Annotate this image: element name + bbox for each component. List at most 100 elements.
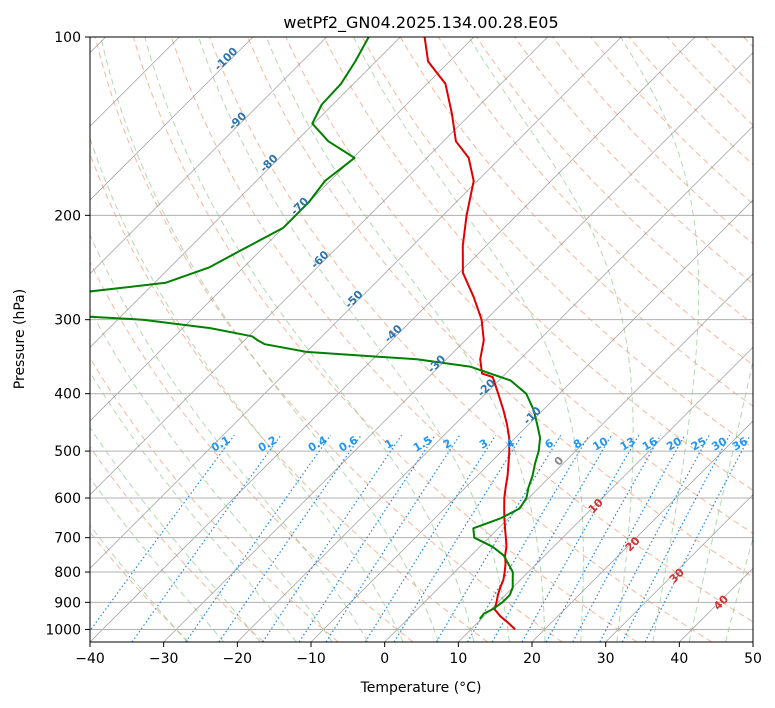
isotherm <box>384 273 753 642</box>
dry-adiabat <box>90 260 414 642</box>
isotherm <box>163 52 753 642</box>
dry-adiabat <box>90 356 339 642</box>
mixing-ratio-line <box>599 434 710 642</box>
mixing-ratio-line <box>364 434 497 642</box>
profile-line <box>90 37 542 620</box>
dry-adiabat <box>285 37 753 535</box>
moist-adiabat <box>198 37 510 642</box>
y-tick-label: 300 <box>54 313 81 329</box>
moist-adiabat <box>725 536 753 642</box>
moist-adiabat <box>90 426 261 642</box>
dry-adiabat <box>552 37 753 245</box>
x-tick-label: 0 <box>380 651 389 667</box>
chart-title: wetPf2_GN04.2025.134.00.28.E05 <box>283 13 558 33</box>
mixing-ratio-line <box>466 434 590 642</box>
y-tick-label: 100 <box>54 30 81 46</box>
isotherm <box>237 125 753 642</box>
isotherm <box>605 494 753 642</box>
moist-adiabat <box>353 37 584 642</box>
y-axis-label: Pressure (hPa) <box>12 289 28 389</box>
y-tick-label: 1000 <box>45 622 81 638</box>
dry-adiabat <box>90 531 190 642</box>
isotherm <box>90 37 475 422</box>
y-tick-label: 200 <box>54 208 81 224</box>
x-tick-label: −40 <box>75 651 105 667</box>
moist-adiabat <box>90 524 188 642</box>
y-tick-label: 400 <box>54 387 81 403</box>
isotherm <box>90 37 401 348</box>
moist-adiabat-label: 30 <box>667 566 687 586</box>
dry-adiabat <box>590 37 753 205</box>
isotherm <box>90 37 254 201</box>
mixing-ratio-line <box>521 434 640 642</box>
moist-adiabat <box>100 37 439 642</box>
isotherm-label: -70 <box>288 194 311 217</box>
mixing-ratio-label: 3 <box>477 437 490 452</box>
mixing-ratio-line <box>325 434 461 642</box>
isotherm-label: -40 <box>382 322 405 345</box>
moist-adiabat <box>620 37 700 642</box>
mixing-ratio-line <box>185 434 332 642</box>
mixing-ratio-line <box>262 434 403 642</box>
dry-adiabat <box>90 446 264 642</box>
dry-adiabat <box>209 37 753 623</box>
y-tick-label: 600 <box>54 491 81 507</box>
isotherm-label: -60 <box>308 248 331 271</box>
x-tick-label: 10 <box>449 651 467 667</box>
dry-adiabat <box>132 37 638 642</box>
x-tick-label: 50 <box>744 651 762 667</box>
y-axis-ticks: 100 200 300 400 500 600 700 800 900 1000 <box>45 30 90 638</box>
moist-adiabat <box>90 136 404 642</box>
isotherm-label: -100 <box>212 44 241 73</box>
isotherm-label: -30 <box>425 352 448 375</box>
y-tick-label: 800 <box>54 565 81 581</box>
dry-adiabat <box>247 37 753 578</box>
dry-adiabat <box>666 37 753 126</box>
isotherm <box>531 420 753 642</box>
isotherm-label: -90 <box>226 109 249 132</box>
y-tick-label: 700 <box>54 531 81 547</box>
x-tick-label: −30 <box>149 651 179 667</box>
isotherm <box>90 37 327 275</box>
line-labels: 0.1 0.2 0.4 0.6 1 1.5 2 3 4 6 8 10 13 16 20 25 30 36-100-… <box>209 44 750 612</box>
moist-adiabat-label: 10 <box>586 496 606 516</box>
x-tick-label: 40 <box>670 651 688 667</box>
moist-adiabat <box>688 358 753 642</box>
mixing-ratio-line <box>491 434 613 642</box>
mixing-ratio-line <box>218 434 362 642</box>
mixing-ratio-label: 4 <box>504 436 517 451</box>
profile-line <box>423 37 516 631</box>
moist-adiabat <box>90 477 225 642</box>
moist-adiabat <box>265 37 546 642</box>
mixing-ratio-line <box>644 434 751 642</box>
isotherm-label: -80 <box>257 152 280 175</box>
mixing-ratio-line <box>572 434 686 642</box>
dry-adiabat <box>437 37 753 366</box>
moist-adiabat <box>144 37 475 642</box>
mixing-ratio-label: 6 <box>543 436 556 451</box>
x-axis-ticks: −40 −30 −20 −10 0 10 20 30 40 50 <box>75 642 762 667</box>
isotherm <box>310 199 753 642</box>
isotherm <box>90 37 548 496</box>
dry-adiabat <box>514 37 753 285</box>
dry-adiabat <box>704 37 753 87</box>
isotherm <box>458 346 753 642</box>
background-lines <box>90 37 753 642</box>
x-tick-label: −10 <box>296 651 326 667</box>
dry-adiabat <box>743 37 753 48</box>
x-tick-label: 20 <box>523 651 541 667</box>
moist-adiabat <box>90 371 297 642</box>
isotherm <box>752 641 753 642</box>
dry-adiabat <box>90 152 488 642</box>
moist-adiabat-label: 0 <box>552 454 567 469</box>
moist-adiabat-label: 40 <box>711 592 731 612</box>
moist-adiabat <box>90 233 369 642</box>
profile-lines <box>90 37 542 631</box>
isotherm-label: -20 <box>475 376 498 399</box>
y-tick-label: 900 <box>54 595 81 611</box>
mixing-ratio-label: 2 <box>441 437 454 452</box>
dry-adiabat <box>171 37 712 642</box>
x-tick-label: −20 <box>223 651 253 667</box>
dry-adiabat <box>476 37 753 325</box>
